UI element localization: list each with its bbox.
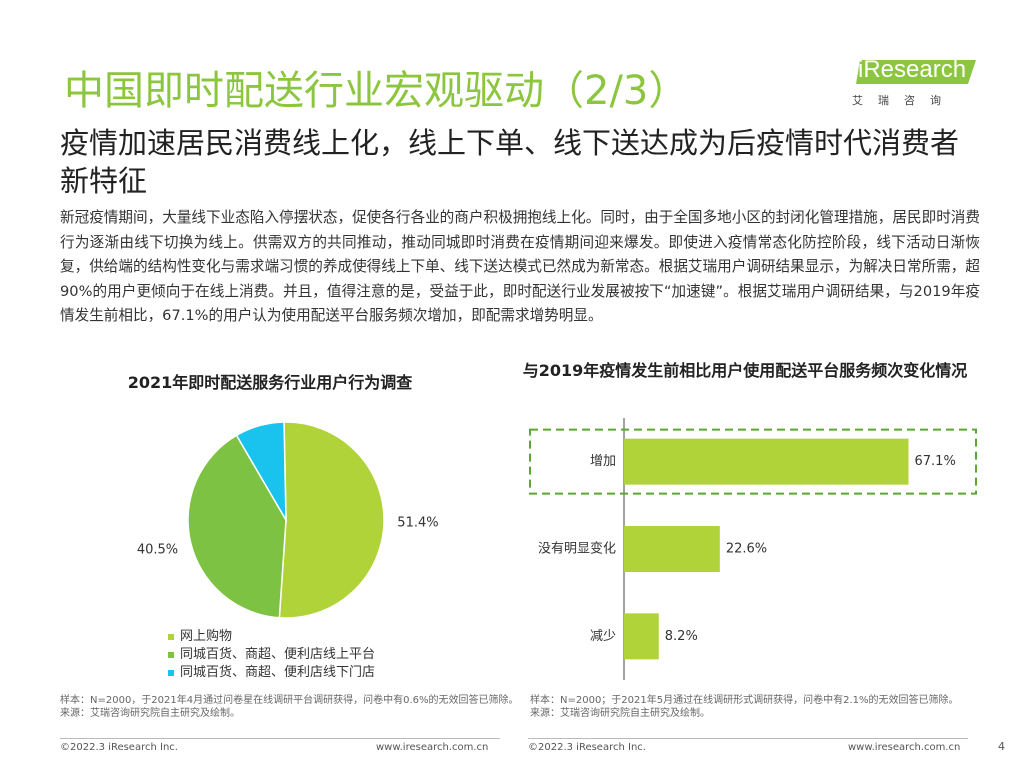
bar-0 [624, 438, 909, 485]
page-title: 中国即时配送行业宏观驱动（2/3） [64, 68, 689, 114]
footer-divider-right [528, 738, 968, 739]
footer-url-right[interactable]: www.iresearch.com.cn [848, 742, 961, 753]
legend-swatch-2 [168, 670, 174, 676]
legend-swatch-0 [168, 634, 174, 640]
pie-slice-0 [278, 421, 385, 619]
legend-label-0: 网上购物 [180, 629, 233, 644]
legend-label-1: 同城百货、商超、便利店线上平台 [180, 647, 376, 662]
pie-slice-1 [187, 434, 287, 619]
footer-copyright-left: ©2022.3 iResearch Inc. [60, 742, 178, 753]
bar-category-label-2: 减少 [590, 629, 616, 644]
pie-slice-label-1: 40.5% [137, 543, 178, 558]
right-chart-source-note: 样本：N=2000；于2021年5月通过在线调研形式调研获得，问卷中有2.1%的… [530, 695, 959, 719]
highlight-box [529, 428, 977, 495]
bar-category-label-0: 增加 [590, 454, 616, 469]
footer-copyright-right: ©2022.3 iResearch Inc. [528, 742, 646, 753]
body-paragraph: 新冠疫情期间，大量线下业态陷入停摆状态，促使各行各业的商户积极拥抱线上化。同时，… [60, 209, 980, 325]
bar-2 [624, 613, 659, 660]
page-subtitle: 疫情加速居民消费线上化，线上下单、线下送达成为后疫情时代消费者新特征 [60, 126, 960, 198]
bar-category-label-1: 没有明显变化 [538, 541, 616, 557]
legend-label-2: 同城百货、商超、便利店线下门店 [180, 665, 376, 680]
left-chart-source-note: 样本：N=2000，于2021年4月通过问卷星在线调研平台调研获得，问卷中有0.… [60, 695, 519, 719]
legend-item-2: 同城百货、商超、便利店线下门店 [168, 664, 375, 682]
legend-item-0: 网上购物 [168, 628, 375, 646]
footer-divider-left [60, 738, 500, 739]
bar-value-label-0: 67.1% [915, 454, 956, 469]
iresearch-logo: iResearch 艾瑞咨询 [846, 54, 976, 116]
bar-chart: 增加 67.1% 没有明显变化 22.6% 减少 8.2% [529, 418, 977, 680]
bar-chart-title: 与2019年疫情发生前相比用户使用配送平台服务频次变化情况 [522, 361, 968, 380]
logo-chinese-text: 艾瑞咨询 [852, 94, 956, 107]
footer-url-left[interactable]: www.iresearch.com.cn [376, 742, 489, 753]
bar-1 [624, 526, 720, 572]
logo-bar-shape [856, 60, 976, 84]
page-number: 4 [998, 740, 1005, 753]
legend-swatch-1 [168, 652, 174, 658]
pie-legend: 网上购物同城百货、商超、便利店线上平台 同城百货、商超、便利店线下门店 [168, 628, 375, 682]
pie-chart-title: 2021年即时配送服务行业用户行为调查 [127, 373, 413, 392]
bar-value-label-1: 22.6% [726, 542, 767, 557]
pie-chart: 51.4%40.5%8.1% [137, 400, 439, 619]
bar-value-label-2: 8.2% [665, 629, 698, 644]
logo-text: iResearch [858, 56, 967, 83]
pie-slice-2 [235, 421, 287, 523]
legend-item-1: 同城百货、商超、便利店线上平台 [168, 646, 375, 664]
pie-slice-label-0: 51.4% [397, 516, 438, 531]
